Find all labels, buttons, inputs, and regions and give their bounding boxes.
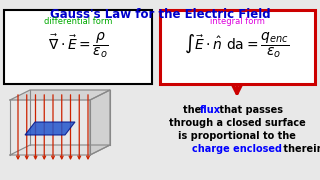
Text: $\vec{\nabla}\cdot\vec{E} = \dfrac{\rho}{\varepsilon_o}$: $\vec{\nabla}\cdot\vec{E} = \dfrac{\rho}… — [48, 30, 108, 60]
Polygon shape — [25, 122, 75, 135]
Bar — [160, 10, 315, 84]
Polygon shape — [10, 145, 110, 155]
Text: through a closed surface: through a closed surface — [169, 118, 305, 128]
Text: $\int \vec{E}\cdot\hat{n}\ \mathrm{da} = \dfrac{q_{enc}}{\varepsilon_o}$: $\int \vec{E}\cdot\hat{n}\ \mathrm{da} =… — [184, 30, 290, 60]
Bar — [4, 10, 152, 84]
Polygon shape — [90, 90, 110, 155]
Text: integral form: integral form — [210, 17, 264, 26]
Text: is proportional to the: is proportional to the — [178, 131, 296, 141]
Text: the: the — [183, 105, 204, 115]
Polygon shape — [10, 90, 110, 100]
Text: charge enclosed: charge enclosed — [192, 144, 282, 154]
Text: flux: flux — [200, 105, 221, 115]
Text: differential form: differential form — [44, 17, 112, 26]
Text: that passes: that passes — [216, 105, 283, 115]
Text: Gauss's Law for the Electric Field: Gauss's Law for the Electric Field — [50, 8, 270, 21]
Text: therein: therein — [280, 144, 320, 154]
